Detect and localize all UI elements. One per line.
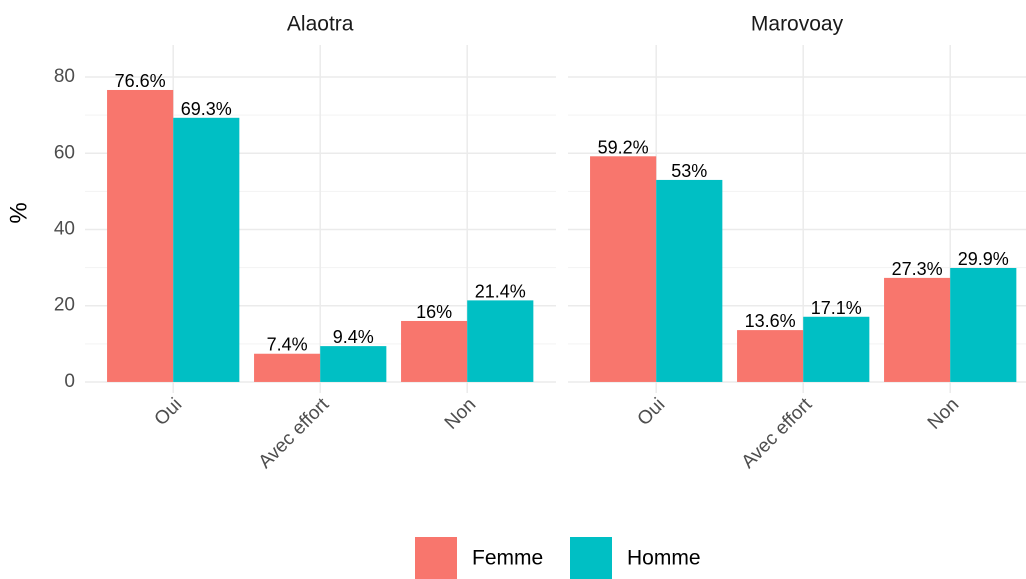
bar xyxy=(173,117,240,382)
y-tick-label: 0 xyxy=(64,371,75,392)
bar xyxy=(254,353,321,382)
y-axis-title: % xyxy=(5,202,32,223)
facet-title: Marovoay xyxy=(751,13,844,36)
value-label: 21.4% xyxy=(475,281,526,301)
bar xyxy=(884,277,951,382)
bar xyxy=(401,320,468,382)
y-tick-label: 60 xyxy=(54,142,75,163)
value-label: 69.3% xyxy=(181,99,232,119)
legend-swatch xyxy=(570,537,612,579)
bar xyxy=(320,346,387,382)
bar xyxy=(107,89,174,382)
value-label: 27.3% xyxy=(892,259,943,279)
value-label: 13.6% xyxy=(745,311,796,331)
y-tick-label: 20 xyxy=(54,295,75,316)
bar xyxy=(803,316,870,382)
x-tick-label: Avec effort xyxy=(255,394,334,473)
value-label: 76.6% xyxy=(115,71,166,91)
bar xyxy=(950,267,1017,382)
legend-label: Homme xyxy=(627,547,701,570)
y-tick-label: 80 xyxy=(54,66,75,87)
y-tick-label: 40 xyxy=(54,218,75,239)
bar xyxy=(737,330,804,382)
x-tick-label: Oui xyxy=(151,394,187,430)
value-label: 59.2% xyxy=(598,137,649,157)
x-tick-label: Non xyxy=(924,394,963,433)
bar xyxy=(467,300,534,382)
legend-label: Femme xyxy=(472,547,543,570)
value-label: 29.9% xyxy=(958,249,1009,269)
value-label: 7.4% xyxy=(267,335,308,355)
x-tick-label: Non xyxy=(441,394,480,433)
value-label: 9.4% xyxy=(333,327,374,347)
facet-title: Alaotra xyxy=(287,13,354,36)
value-label: 17.1% xyxy=(811,298,862,318)
legend-swatch xyxy=(415,537,457,579)
value-label: 16% xyxy=(416,302,452,322)
x-tick-label: Oui xyxy=(634,394,670,430)
value-label: 53% xyxy=(671,161,707,181)
bar xyxy=(590,156,657,382)
x-tick-label: Avec effort xyxy=(738,394,817,473)
bar xyxy=(656,179,723,382)
